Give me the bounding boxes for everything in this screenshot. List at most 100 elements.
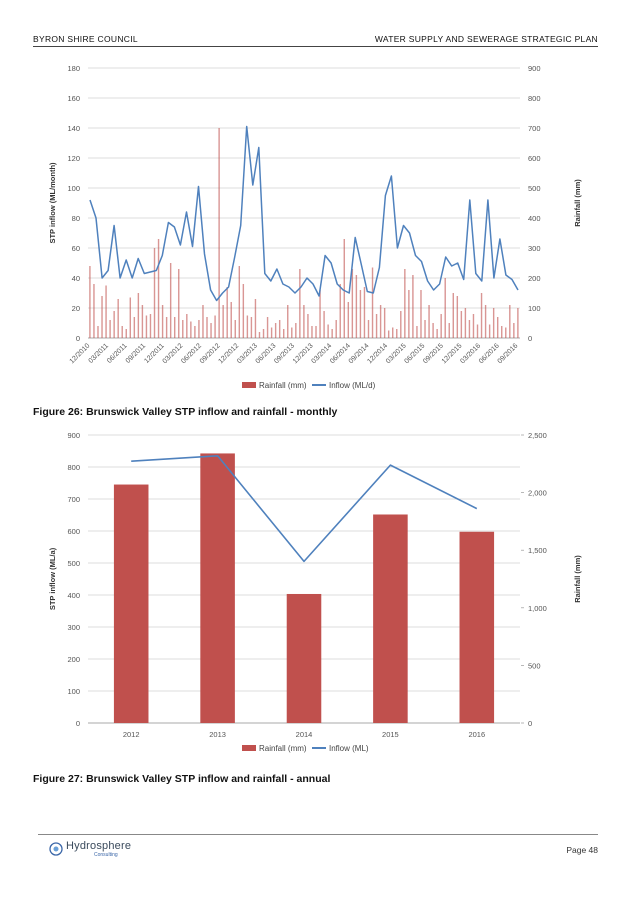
rain-bar xyxy=(165,317,168,338)
rain-bar xyxy=(117,299,119,338)
rain-bar xyxy=(258,332,261,338)
legend-inflow-label: Inflow (ML/d) xyxy=(329,381,376,390)
rain-bar xyxy=(347,302,350,338)
rain-bar xyxy=(214,315,216,338)
rain-bar xyxy=(383,308,386,338)
x-tick-label: 09/2016 xyxy=(497,342,520,365)
rain-bar xyxy=(416,326,418,338)
rain-bar xyxy=(444,278,446,338)
rain-bar xyxy=(218,128,220,338)
rain-bar xyxy=(161,305,164,338)
rain-bar xyxy=(97,326,99,338)
rain-bar xyxy=(343,239,345,338)
rain-bar xyxy=(315,326,317,338)
rain-bar xyxy=(404,269,406,338)
logo-text: Hydrosphere xyxy=(66,840,132,852)
inflow-line xyxy=(89,125,519,302)
hydrosphere-logo: Hydrosphere Consulting xyxy=(48,840,188,862)
rain-bar xyxy=(307,314,309,338)
y2-tick-label: 500 xyxy=(528,184,541,193)
rain-bar xyxy=(178,269,180,338)
rain-bar xyxy=(303,305,305,338)
rain-bar xyxy=(238,266,241,338)
y-tick-label: 200 xyxy=(67,655,80,664)
rain-bar xyxy=(501,326,503,338)
rain-bar xyxy=(480,293,483,338)
y-tick-label: 60 xyxy=(72,244,80,253)
rain-bar xyxy=(412,275,414,338)
rain-bar xyxy=(424,320,426,338)
header-divider xyxy=(33,46,598,47)
y2-tick-label: 600 xyxy=(528,154,541,163)
rain-bar xyxy=(464,308,467,338)
y2-tick-label: 800 xyxy=(528,94,541,103)
y2-tick-label: 1,000 xyxy=(528,604,547,613)
rain-bar xyxy=(145,315,148,338)
rain-bar xyxy=(230,302,232,338)
rain-bar xyxy=(436,329,438,338)
rain-bar xyxy=(283,329,285,338)
y2-tick-label: 2,500 xyxy=(528,431,547,440)
y-axis-title: STP inflow (ML/a) xyxy=(48,547,57,610)
rain-bar xyxy=(105,285,107,338)
y2-tick-label: 0 xyxy=(528,719,532,728)
rain-bar xyxy=(459,531,495,723)
y2-tick-label: 700 xyxy=(528,124,541,133)
rain-bar xyxy=(270,327,273,338)
rain-bar xyxy=(452,293,454,338)
y2-tick-label: 2,000 xyxy=(528,489,547,498)
x-tick-label: 2012 xyxy=(123,730,140,739)
y-tick-label: 40 xyxy=(72,274,80,283)
legend-rain-swatch xyxy=(242,745,256,751)
rain-bar xyxy=(484,305,487,338)
legend-rain-label: Rainfall (mm) xyxy=(259,744,307,753)
y-tick-label: 100 xyxy=(67,184,80,193)
rain-bar xyxy=(311,326,313,338)
rain-bar xyxy=(387,330,390,338)
y2-tick-label: 900 xyxy=(528,64,541,73)
rain-bar xyxy=(198,320,200,338)
rain-bar xyxy=(274,323,277,338)
y-axis-title: STP inflow (ML/month) xyxy=(48,162,57,244)
rain-bar xyxy=(355,275,358,338)
rain-bar xyxy=(363,287,366,338)
rain-bar xyxy=(222,305,224,338)
rain-bar xyxy=(456,296,459,338)
y2-axis-title: Rainfall (mm) xyxy=(573,179,582,227)
rain-bar xyxy=(496,317,499,338)
rain-bar xyxy=(190,321,192,338)
legend-rain-swatch xyxy=(242,382,256,388)
y-tick-label: 0 xyxy=(76,334,80,343)
rain-bar xyxy=(323,311,325,338)
rain-bar xyxy=(331,329,333,338)
rain-bar xyxy=(299,269,301,338)
rain-bar xyxy=(373,514,408,723)
rain-bar xyxy=(202,305,204,338)
rain-bar xyxy=(133,317,136,338)
rain-bar xyxy=(371,267,374,338)
monthly-chart: 0 20 40 60 80 100 120 140 160 180 0 100 200 300 400 500… xyxy=(48,64,582,390)
x-tick-label: 2016 xyxy=(468,730,485,739)
y2-tick-label: 200 xyxy=(528,274,541,283)
rain-bar xyxy=(319,290,321,338)
rain-bar xyxy=(173,317,176,338)
y-tick-label: 800 xyxy=(67,463,80,472)
y2-tick-label: 400 xyxy=(528,214,541,223)
rain-bar xyxy=(286,593,322,723)
rain-bar xyxy=(125,329,127,338)
page-number: Page 48 xyxy=(566,845,598,855)
y-tick-label: 140 xyxy=(67,124,80,133)
figure-26-caption: Figure 26: Brunswick Valley STP inflow a… xyxy=(33,406,338,418)
rain-bar xyxy=(113,484,149,723)
y-tick-label: 20 xyxy=(72,304,80,313)
y2-tick-label: 500 xyxy=(528,661,541,670)
rain-bar xyxy=(492,308,495,338)
hydrosphere-logo-icon xyxy=(49,842,63,856)
rain-bar xyxy=(254,299,257,338)
y-tick-label: 600 xyxy=(67,527,80,536)
x-tick-label: 2013 xyxy=(209,730,226,739)
rain-bar xyxy=(295,323,297,338)
rain-bar xyxy=(121,326,123,338)
y-tick-label: 180 xyxy=(67,64,80,73)
y-tick-label: 0 xyxy=(76,719,80,728)
